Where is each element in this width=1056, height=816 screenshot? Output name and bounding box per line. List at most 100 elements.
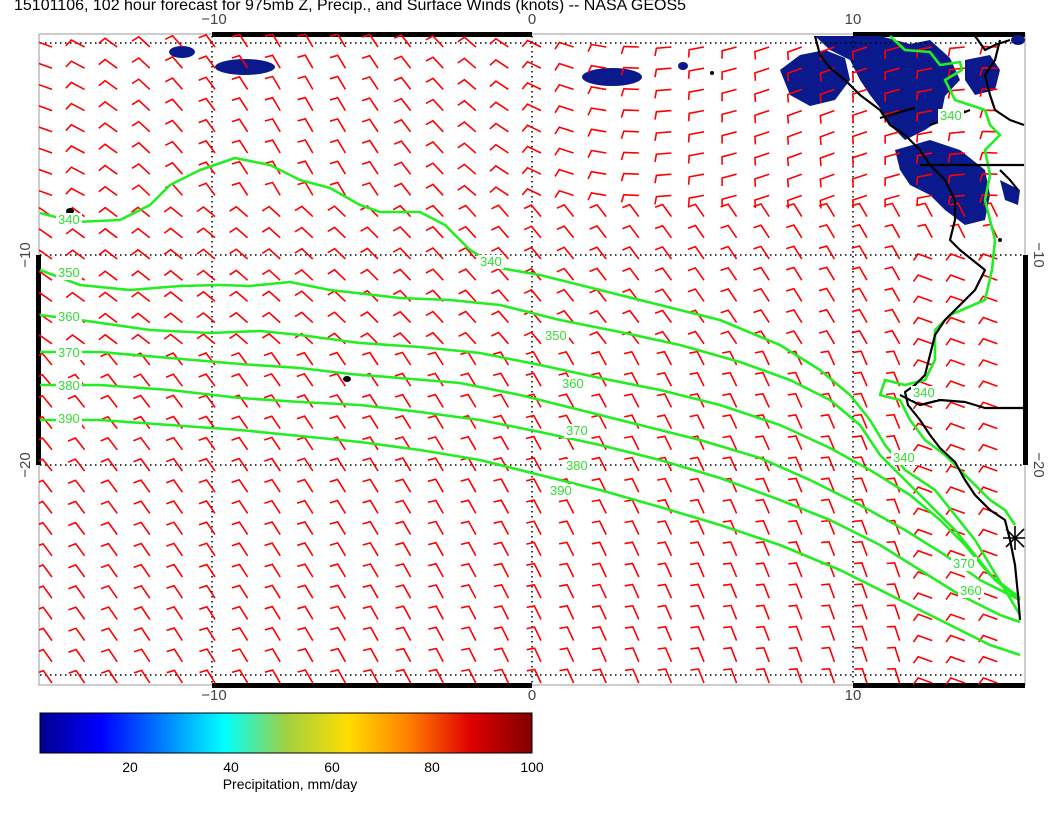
wind-barb bbox=[978, 528, 998, 537]
wind-barb bbox=[723, 646, 738, 663]
wind-barb bbox=[164, 34, 184, 48]
wind-barb bbox=[722, 456, 738, 472]
wind-barb bbox=[231, 97, 249, 112]
wind-barb bbox=[68, 627, 86, 642]
wind-barb bbox=[164, 55, 184, 69]
wind-barb bbox=[229, 269, 249, 281]
wind-barb bbox=[912, 295, 933, 304]
wind-barb bbox=[263, 415, 281, 430]
station-marker-icon bbox=[1003, 526, 1025, 550]
contour-label: 340 bbox=[893, 450, 915, 465]
wind-barb bbox=[196, 311, 216, 324]
wind-barb bbox=[787, 414, 803, 429]
wind-barb bbox=[754, 350, 770, 366]
wind-barb bbox=[460, 372, 477, 387]
contour-coast-340 bbox=[878, 35, 1017, 526]
wind-barb bbox=[39, 270, 53, 281]
wind-barb bbox=[687, 224, 705, 239]
wind-barb bbox=[912, 443, 933, 452]
contour-370 bbox=[40, 350, 1021, 602]
wind-barb bbox=[457, 99, 477, 112]
wind-barb bbox=[623, 350, 640, 366]
wind-barb bbox=[100, 394, 118, 408]
wind-barb bbox=[978, 380, 998, 389]
wind-barb bbox=[917, 202, 933, 217]
wind-barb bbox=[362, 541, 379, 557]
wind-barb bbox=[624, 626, 640, 641]
wind-barb bbox=[554, 62, 574, 71]
wind-barb bbox=[297, 139, 314, 154]
precip-patch bbox=[678, 62, 688, 70]
wind-barb bbox=[721, 131, 737, 144]
wind-barb bbox=[198, 521, 216, 536]
wind-barb bbox=[395, 584, 412, 599]
wind-barb bbox=[657, 520, 673, 535]
wind-barb bbox=[493, 668, 510, 684]
wind-barb bbox=[521, 166, 542, 175]
top-tick: 0 bbox=[528, 11, 536, 28]
wind-barb bbox=[39, 479, 53, 493]
wind-barb bbox=[884, 152, 900, 166]
wind-barb bbox=[394, 436, 412, 451]
border-line bbox=[999, 169, 1019, 191]
wind-barb bbox=[721, 88, 737, 102]
wind-barb bbox=[521, 124, 542, 133]
wind-barb bbox=[720, 224, 738, 239]
wind-barb bbox=[461, 626, 477, 641]
wind-barb bbox=[853, 435, 868, 451]
wind-barb bbox=[526, 520, 542, 535]
wind-barb bbox=[425, 77, 444, 90]
wind-barb bbox=[428, 668, 444, 684]
wind-barb bbox=[785, 224, 803, 239]
wind-barb bbox=[786, 173, 803, 188]
wind-barb bbox=[912, 634, 933, 643]
wind-barb bbox=[329, 34, 347, 48]
wind-barb bbox=[264, 75, 281, 90]
wind-barb bbox=[231, 54, 249, 69]
wind-barb bbox=[979, 172, 998, 182]
wind-barb bbox=[755, 625, 770, 641]
wind-barb bbox=[657, 647, 673, 663]
wind-barb bbox=[624, 604, 640, 620]
wind-barb bbox=[133, 436, 151, 451]
wind-barb bbox=[884, 308, 901, 323]
border-line bbox=[879, 106, 916, 120]
wind-barb bbox=[853, 583, 868, 599]
wind-barb bbox=[785, 330, 803, 345]
wind-barb bbox=[656, 371, 673, 387]
wind-barb bbox=[687, 109, 705, 122]
wind-barb bbox=[591, 499, 607, 514]
wind-barb bbox=[622, 288, 640, 302]
wind-barb bbox=[886, 604, 901, 620]
wind-barb bbox=[133, 457, 151, 472]
contour-380 bbox=[40, 383, 1021, 624]
wind-barb bbox=[329, 605, 347, 620]
wind-barb bbox=[264, 563, 281, 578]
wind-barb bbox=[851, 266, 868, 281]
wind-barb bbox=[785, 202, 803, 218]
wind-barb bbox=[427, 351, 444, 366]
wind-barb bbox=[755, 477, 770, 493]
wind-barb bbox=[945, 422, 966, 431]
wind-barb bbox=[521, 39, 542, 48]
wind-barb bbox=[851, 173, 868, 187]
wind-barb bbox=[425, 162, 444, 175]
wind-barb bbox=[198, 161, 216, 175]
wind-barb bbox=[100, 436, 118, 451]
wind-barb bbox=[131, 312, 151, 324]
wind-barb bbox=[362, 647, 379, 663]
wind-barb bbox=[689, 456, 705, 472]
wind-barb bbox=[361, 34, 379, 48]
wind-barb bbox=[690, 647, 705, 663]
wind-barb bbox=[818, 245, 836, 260]
wind-barb bbox=[360, 247, 379, 260]
wind-barb bbox=[554, 168, 574, 177]
wind-barb bbox=[294, 268, 314, 281]
wind-barb bbox=[100, 648, 118, 663]
wind-barb bbox=[521, 187, 542, 197]
wind-barb bbox=[493, 435, 510, 451]
wind-barb bbox=[198, 542, 216, 557]
wind-barb bbox=[722, 562, 738, 578]
wind-barb bbox=[787, 477, 803, 493]
wind-barb bbox=[591, 350, 607, 366]
